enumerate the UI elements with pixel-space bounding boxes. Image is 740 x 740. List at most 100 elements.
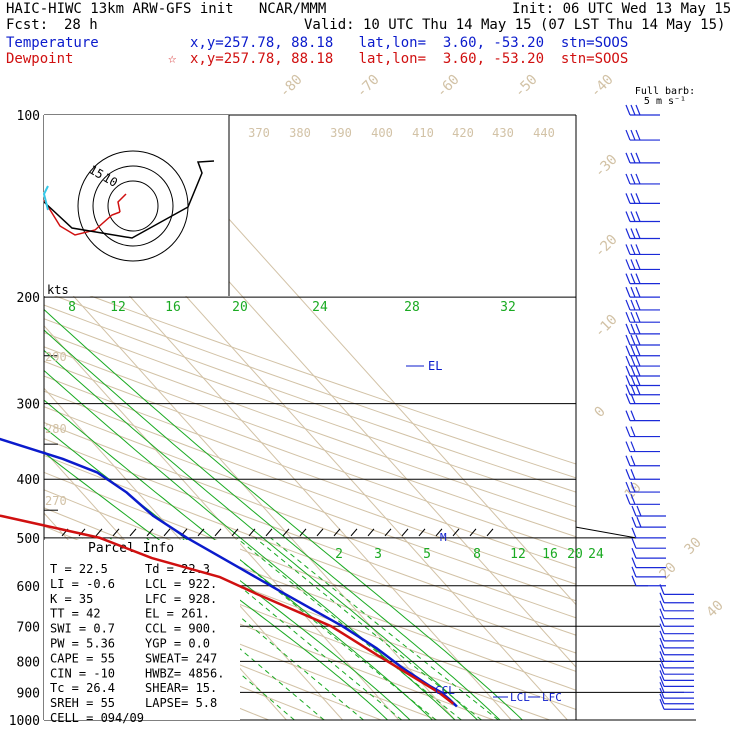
wind-barb-flag [625, 244, 631, 255]
moist-adiabat-label: 12 [110, 300, 126, 315]
theta-side-label: 270 [45, 494, 67, 508]
isotherm-label: -60 [434, 72, 463, 101]
parcel-info-row: CELL = 094/09 [50, 711, 144, 725]
hatch-mark [112, 528, 120, 537]
wind-barb-flag [630, 355, 636, 367]
parcel-info-row: SWI = 0.7 [50, 622, 115, 636]
parcel-info-row: CCL = 900. [145, 622, 217, 636]
mixing-ratio-label: 3 [374, 547, 382, 562]
wind-barb-flag [625, 365, 631, 377]
wind-barb-flag [625, 104, 631, 116]
parcel-info-row: LI = -0.6 [50, 577, 115, 591]
wind-barb-flag [625, 228, 631, 239]
wind-barb-flag [630, 104, 636, 116]
wind-barb-flag [625, 455, 631, 466]
hatch-mark [95, 528, 103, 537]
isotherm-line [44, 262, 456, 720]
dry-adiabat-line [44, 564, 438, 720]
parcel-info-box [44, 540, 240, 720]
model-title: HAIC-HIWC 13km ARW-GFS init NCAR/MMM [6, 1, 327, 17]
wind-barb-flag [630, 228, 636, 239]
wind-barb-flag [631, 516, 637, 528]
wind-barb-flag [630, 494, 636, 505]
hatch-mark [282, 528, 290, 537]
wind-barb-flag [635, 211, 641, 222]
moist-adiabat-label: 32 [500, 300, 516, 315]
wind-barb-flag [625, 259, 631, 270]
wind-barb-flag [625, 286, 631, 298]
wind-barb-flag [630, 286, 636, 298]
dry-adiabat-line [44, 584, 382, 720]
isentrope-label: 370 [248, 126, 270, 140]
wind-barb-flag [635, 259, 641, 270]
wind-barb-flag [625, 494, 631, 505]
wind-barb-flag [659, 651, 665, 662]
wind-barb-flag [635, 129, 641, 141]
parcel-info-row: CIN = -10 [50, 666, 115, 680]
pressure-label-500: 500 [17, 532, 40, 547]
isentrope-label: 440 [533, 126, 555, 140]
mixing-ratio-label: 24 [588, 547, 604, 562]
dry-adiabat-line [44, 438, 576, 636]
wind-barb-flag [630, 273, 636, 284]
moist-adiabat-label: 20 [232, 300, 248, 315]
wind-barb-flag [635, 311, 641, 323]
pressure-label-800: 800 [17, 655, 40, 670]
wind-barb-flag [631, 527, 637, 539]
wind-barb-flag [631, 537, 637, 549]
wind-barb-flag [635, 228, 641, 239]
parcel-info-row: PW = 5.36 [50, 637, 115, 651]
wind-barb-flag [631, 557, 637, 568]
dry-adiabat-line [44, 421, 576, 619]
dewpoint-station-info: x,y=257.78, 88.18 lat,lon= 3.60, -53.20 … [190, 51, 629, 67]
dry-adiabat-line [44, 471, 576, 672]
isotherm-label: 20 [657, 560, 680, 583]
hatch-mark [384, 528, 392, 537]
temperature-station-info: x,y=257.78, 88.18 lat,lon= 3.60, -53.20 … [190, 35, 629, 51]
wind-barb-flag [625, 355, 631, 367]
wind-barb-flag [659, 687, 665, 699]
dry-adiabat-line [44, 454, 576, 654]
wind-barb-flag [630, 334, 636, 346]
isentrope-label: 380 [289, 126, 311, 140]
wind-barb-flag [659, 616, 665, 627]
isotherm-label: 0 [592, 404, 609, 421]
wind-barb-flag [635, 299, 641, 311]
wind-barb-flag [625, 129, 631, 141]
parcel-info-row: EL = 261. [145, 607, 210, 621]
wind-barb-flag [630, 173, 636, 185]
hatch-mark [452, 528, 460, 537]
parcel-info-row: Tc = 26.4 [50, 681, 115, 695]
wind-barb-flag [625, 345, 631, 356]
mixing-ratio-label: 5 [423, 547, 431, 562]
parcel-info-row: HWBZ= 4856. [145, 666, 224, 680]
mixing-ratio-line [254, 537, 482, 720]
pressure-label-400: 400 [17, 473, 40, 488]
hatch-mark [299, 528, 307, 537]
isotherm-label: -80 [277, 72, 306, 101]
isotherm-label: -10 [592, 312, 621, 341]
wind-barb-flag [635, 244, 641, 255]
isotherm-label: 30 [682, 535, 705, 558]
wind-barb-flag [659, 657, 665, 669]
wind-barb-flag [659, 584, 665, 595]
wind-barb-flag [625, 393, 631, 404]
wind-barb-flag [659, 644, 665, 655]
wind-barb-flag [635, 375, 641, 386]
dry-adiabat-line [44, 304, 576, 493]
el-label: EL [428, 359, 442, 373]
isentrope-label: 430 [492, 126, 514, 140]
isotherm-label: -40 [588, 72, 617, 101]
m-label: M [440, 531, 447, 544]
wind-barb-flag [625, 311, 631, 323]
parcel-info-row: SREH = 55 [50, 696, 115, 710]
wind-barb-flag [659, 693, 665, 704]
wind-barb-flag [630, 384, 636, 395]
wind-barb-flag [659, 600, 665, 612]
hatch-mark [231, 528, 239, 537]
isotherm-label: -50 [512, 72, 541, 101]
wind-barb-flag [659, 608, 665, 619]
wind-barb-flag [635, 334, 641, 346]
hatch-mark [197, 528, 205, 537]
isotherm-line [0, 115, 5, 720]
